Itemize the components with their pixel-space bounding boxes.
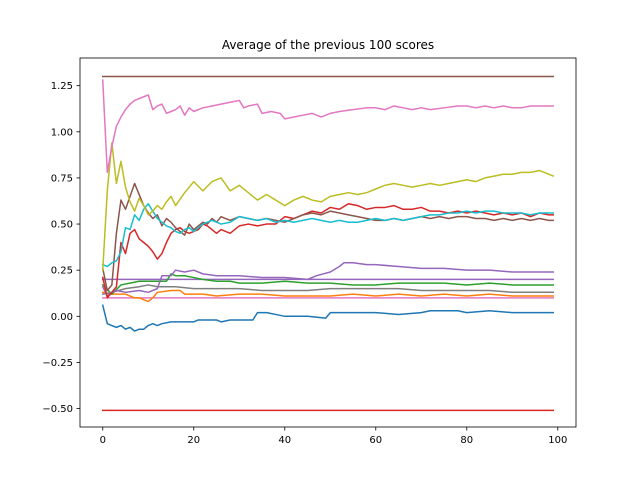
y-tick-label: 1.00: [51, 127, 73, 138]
series-layer: [101, 75, 555, 412]
y-tick-label: 0.25: [51, 266, 73, 277]
series-line-10: [101, 203, 554, 299]
chart-title: Average of the previous 100 scores: [222, 38, 434, 52]
y-tick-label: −0.50: [42, 404, 73, 415]
series-line-5: [101, 304, 554, 332]
x-tick-label: 20: [187, 435, 200, 446]
series-line-6: [101, 289, 554, 303]
axes-layer: 0 20 40 60 80 100 −0.50 −0.25 0.00 0.25 0.50 0.75 1.…: [42, 57, 577, 446]
plot-frame: [79, 57, 577, 428]
y-tick-label: 0.50: [51, 220, 73, 231]
series-line-9: [101, 262, 554, 297]
x-tick-label: 100: [548, 435, 567, 446]
y-tick-label: 1.25: [51, 81, 73, 92]
series-line-7: [101, 273, 554, 295]
y-tick-label: −0.25: [42, 358, 73, 369]
x-tick-label: 0: [100, 435, 106, 446]
series-line-13: [101, 142, 555, 271]
x-tick-label: 80: [460, 435, 473, 446]
series-line-8: [101, 284, 554, 296]
series-line-14: [101, 79, 554, 174]
x-tick-label: 60: [369, 435, 382, 446]
x-tick-label: 40: [278, 435, 291, 446]
series-line-12: [101, 203, 554, 268]
y-tick-label: 0.00: [51, 312, 73, 323]
y-tick-label: 0.75: [51, 173, 73, 184]
